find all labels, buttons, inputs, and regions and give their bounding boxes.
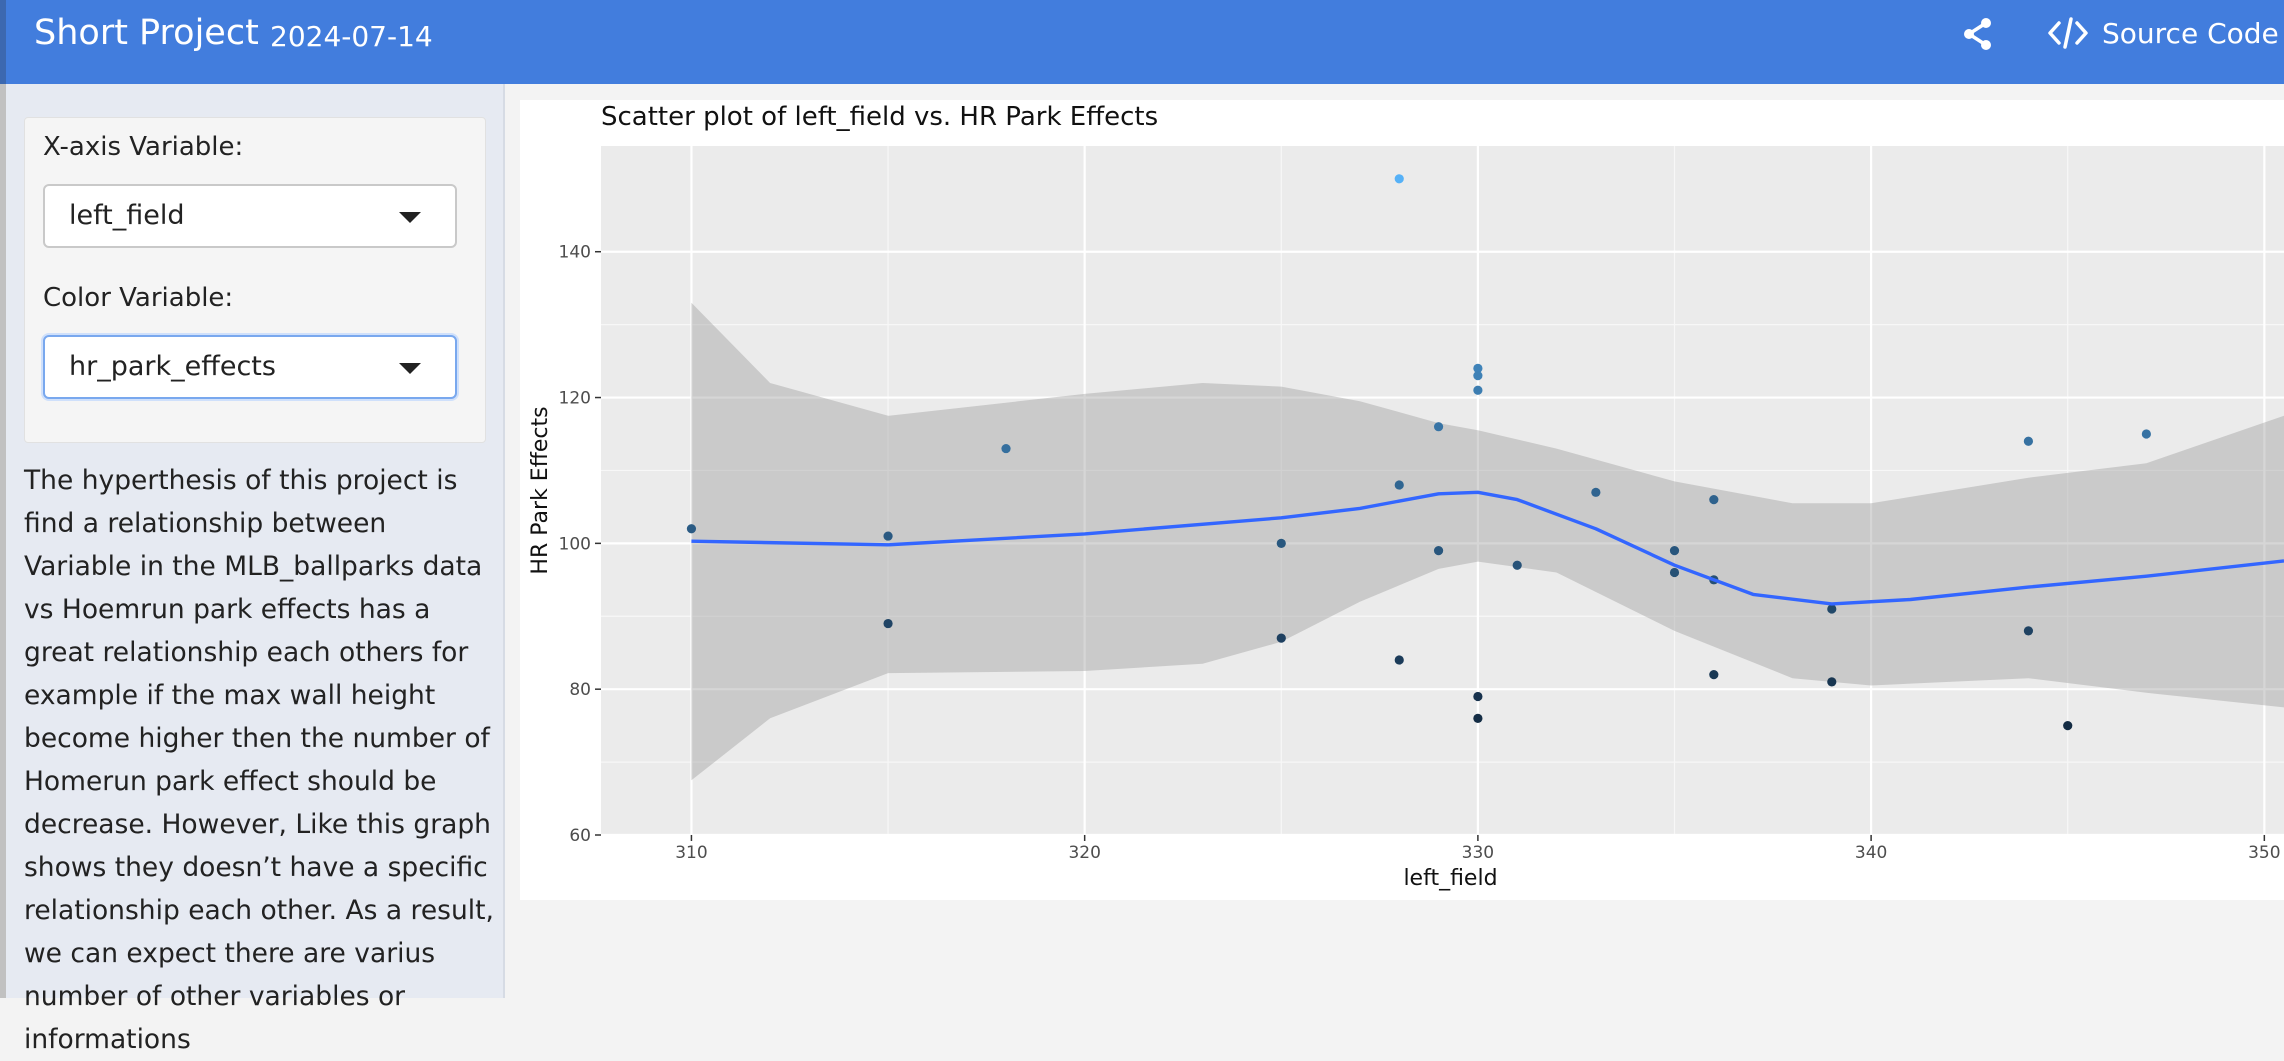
data-point <box>1394 480 1404 490</box>
data-point <box>1433 546 1444 556</box>
data-point <box>1827 604 1837 614</box>
plot-panel: Scatter plot of left_field vs. HR Park E… <box>520 100 2284 900</box>
color-variable-label: Color Variable: <box>43 283 234 313</box>
data-point <box>2023 436 2034 446</box>
data-point <box>1473 363 1483 373</box>
navbar: Short Project 2024-07-14 Source Code <box>0 0 2284 84</box>
data-point <box>2023 626 2034 636</box>
y-tick-label: 80 <box>569 680 591 700</box>
data-point <box>1669 567 1680 578</box>
data-point <box>1394 174 1404 184</box>
data-point <box>1512 560 1522 570</box>
code-icon <box>2048 17 2088 49</box>
x-tick-label: 350 <box>2248 843 2280 863</box>
x-axis-value: left_field <box>69 200 185 231</box>
data-point <box>2063 721 2073 731</box>
data-point <box>1473 691 1483 702</box>
smooth-line <box>691 490 2284 606</box>
data-point <box>1394 655 1404 665</box>
x-tick-label: 310 <box>675 843 707 863</box>
x-axis-title: left_field <box>1403 866 1497 891</box>
chevron-down-icon <box>399 363 421 374</box>
x-tick-label: 320 <box>1068 843 1100 863</box>
source-code-button[interactable]: Source Code <box>2048 12 2279 54</box>
data-point <box>1591 487 1601 497</box>
data-point <box>1669 546 1680 556</box>
data-point <box>1827 677 1837 687</box>
data-point <box>1001 443 1011 454</box>
scatter-chart: 60 80 100 120 140 310 320 330 340 350 left_field HR… <box>528 146 2284 891</box>
x-axis-label: X-axis Variable: <box>43 132 244 162</box>
source-code-label: Source Code <box>2102 16 2279 50</box>
y-tick-label: 60 <box>569 826 591 846</box>
x-axis-select[interactable]: left_field <box>43 184 457 248</box>
y-axis-title: HR Park Effects <box>528 406 553 574</box>
share-icon[interactable] <box>1958 14 1998 54</box>
chevron-down-icon <box>399 212 421 223</box>
input-panel: X-axis Variable: left_field Color Variab… <box>24 117 486 443</box>
color-variable-value: hr_park_effects <box>69 351 276 382</box>
data-point <box>1473 385 1483 395</box>
color-variable-select[interactable]: hr_park_effects <box>43 335 457 399</box>
project-date: 2024-07-14 <box>270 20 433 53</box>
y-tick-label: 100 <box>559 534 591 554</box>
data-point <box>1276 538 1286 548</box>
window-edge <box>0 0 6 998</box>
confidence-band <box>691 302 2284 781</box>
data-point <box>1473 713 1483 723</box>
x-tick-label: 330 <box>1462 843 1494 863</box>
data-point <box>1473 371 1483 381</box>
data-point <box>883 531 893 541</box>
data-point <box>686 524 697 534</box>
data-point <box>1276 633 1286 643</box>
hypothesis-text: The hyperthesis of this project is find … <box>24 465 494 1055</box>
data-point <box>1433 422 1444 432</box>
plot-background <box>601 146 2284 835</box>
data-point <box>883 618 893 629</box>
y-tick-label: 140 <box>559 243 591 263</box>
data-point <box>1709 495 1719 505</box>
x-tick-label: 340 <box>1855 843 1887 863</box>
app-title[interactable]: Short Project <box>34 13 259 53</box>
chart-title: Scatter plot of left_field vs. HR Park E… <box>601 102 1159 132</box>
y-tick-label: 120 <box>559 389 591 409</box>
data-point <box>2141 429 2151 439</box>
sidebar: X-axis Variable: left_field Color Variab… <box>6 84 505 1055</box>
data-point <box>1709 669 1719 680</box>
